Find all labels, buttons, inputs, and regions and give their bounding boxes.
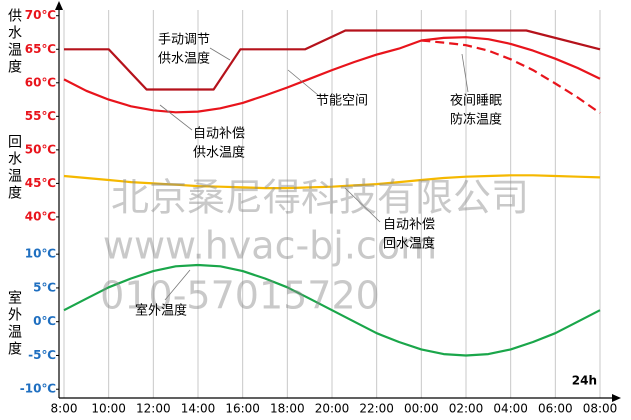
- annotation: 防冻温度: [450, 112, 502, 128]
- axis-title: 供水温度: [6, 8, 22, 76]
- x-tick-label: 12:00: [136, 402, 171, 416]
- x-tick-label: 06:00: [538, 402, 573, 416]
- annotation: 夜间睡眠: [450, 94, 502, 109]
- series-line: [64, 29, 601, 91]
- leader-line: [344, 187, 381, 223]
- y2-tick-label: -5℃: [28, 348, 56, 362]
- x-tick-label: 22:00: [359, 402, 394, 416]
- annotation: 供水温度: [193, 145, 245, 161]
- annotation: 手动调节: [158, 33, 210, 48]
- x-tick-label: 08:00: [583, 402, 618, 416]
- x-axis-arrow: [612, 394, 621, 402]
- leader-line: [209, 47, 231, 61]
- axis-title: 室外温度: [6, 289, 22, 358]
- y2-tick-label: 0℃: [33, 314, 56, 328]
- watermark: 010-57015720: [100, 274, 380, 318]
- series-line: [63, 174, 601, 190]
- y-tick-label: 60℃: [25, 75, 56, 89]
- y-tick-label: 40℃: [25, 209, 56, 223]
- x-tick-label: 10:00: [91, 402, 126, 416]
- y2-tick-label: 5℃: [33, 280, 56, 294]
- x-tick-label: 14:00: [181, 402, 216, 416]
- x-tick-label: 04:00: [493, 402, 528, 416]
- x-tick-label: 20:00: [315, 402, 350, 416]
- y-tick-label: 45℃: [25, 176, 56, 190]
- series-line: [63, 263, 601, 357]
- y2-tick-label: -10℃: [20, 382, 56, 396]
- lines: [63, 29, 601, 357]
- leader-line: [159, 104, 193, 131]
- y-tick-label: 50℃: [25, 142, 56, 156]
- y-tick-label: 70℃: [25, 8, 56, 22]
- x-tick-label: 18:00: [270, 402, 305, 416]
- annotation: 室外温度: [135, 303, 187, 319]
- y-axis-arrow: [55, 1, 63, 10]
- watermark: www.hvac-bj.com: [103, 224, 437, 268]
- axis-title: 回水温度: [6, 134, 22, 202]
- y2-tick-label: 10℃: [25, 247, 56, 261]
- x-tick-label: 8:00: [51, 402, 78, 416]
- annotation: 回水温度: [383, 236, 435, 252]
- x-axis-title: 24h: [572, 374, 597, 388]
- annotation: 自动补偿: [383, 218, 435, 233]
- y-tick-label: 65℃: [25, 42, 56, 56]
- x-tick-label: 00:00: [404, 402, 439, 416]
- x-tick-label: 02:00: [449, 402, 484, 416]
- annotation: 自动补偿: [193, 127, 245, 142]
- annotation: 节能空间: [316, 94, 368, 109]
- series-line: [63, 36, 601, 114]
- leader-line: [461, 53, 469, 93]
- x-tick-label: 16:00: [225, 402, 260, 416]
- watermark: 北京桑尼得科技有限公司: [111, 176, 529, 220]
- series-line: [421, 39, 601, 114]
- leader-line: [164, 269, 191, 301]
- leader-line: [287, 69, 319, 96]
- annotation: 供水温度: [158, 51, 210, 67]
- y-tick-label: 55℃: [25, 109, 56, 123]
